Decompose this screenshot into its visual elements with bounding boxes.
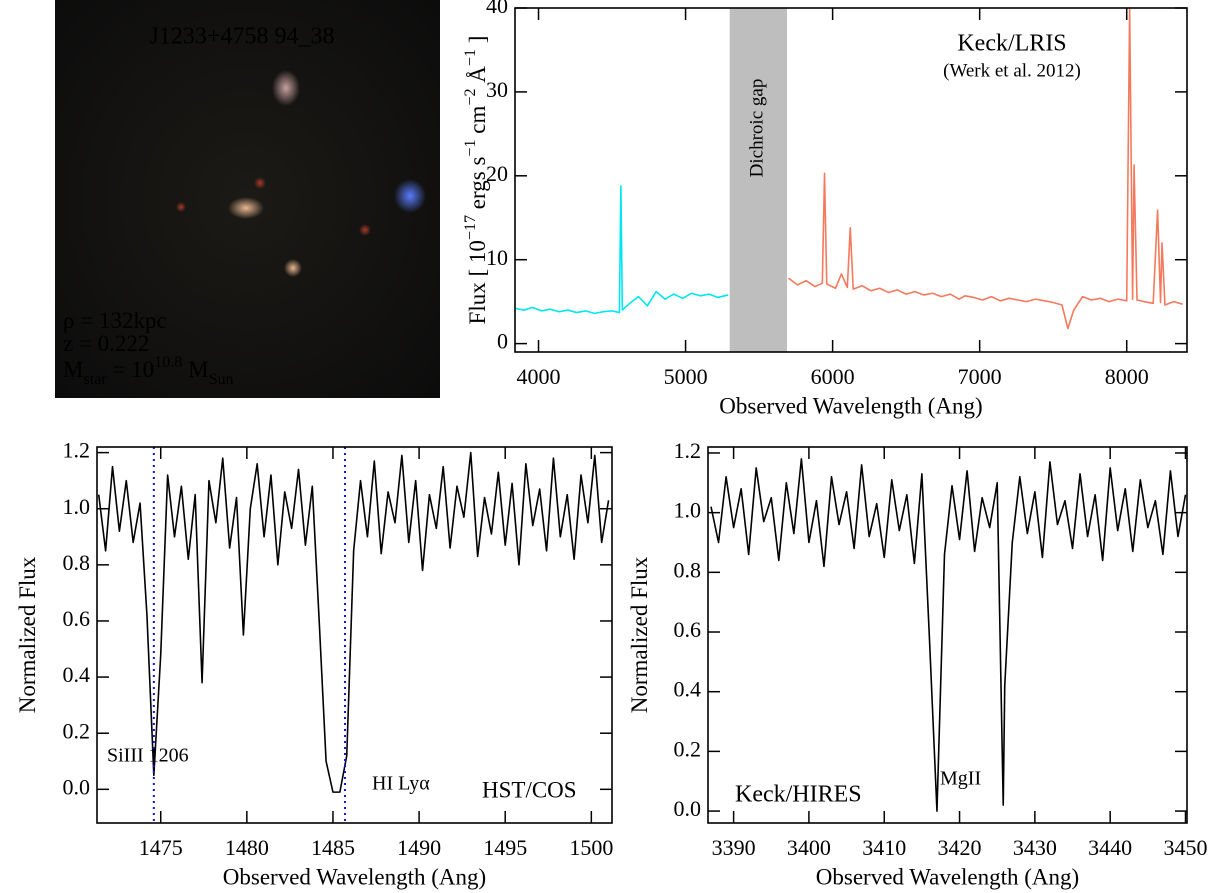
annotation: HI Lyα: [372, 773, 430, 795]
galaxy: [254, 177, 266, 189]
x-tick-label: 5000: [664, 364, 708, 389]
span-label: Dichroic gap: [747, 79, 768, 178]
x-tick-label: 4000: [517, 364, 561, 389]
x-tick-label: 1480: [225, 835, 269, 860]
x-tick-label: 6000: [811, 364, 855, 389]
x-tick-label: 7000: [958, 364, 1002, 389]
spectrum-line: [97, 451, 610, 793]
x-tick-label: 3410: [862, 835, 906, 860]
galaxy: [228, 197, 264, 219]
x-tick-label: 1475: [139, 835, 183, 860]
x-axis-label: Observed Wavelength (Ang): [223, 864, 486, 889]
y-axis-label: Normalized Flux: [627, 556, 652, 713]
axes-frame: [707, 446, 1188, 824]
x-tick-label: 3450: [1163, 835, 1207, 860]
x-tick-label: 3430: [1013, 835, 1057, 860]
text-part: M: [63, 357, 83, 382]
y-tick-label: 0.2: [63, 718, 91, 743]
text-part: 10.8: [154, 354, 182, 371]
annotation: (Werk et al. 2012): [943, 60, 1081, 81]
annotation: SiIII 1206: [107, 745, 189, 767]
y-tick-label: 0.8: [674, 557, 702, 582]
x-tick-label: 3440: [1088, 835, 1132, 860]
y-tick-label: 0.6: [63, 606, 91, 631]
y-axis-label: Normalized Flux: [15, 556, 40, 713]
text-part: Normalized Flux: [627, 556, 652, 713]
chart-panel: 3390 3400 3410 3420 3430 3440 3450 0.0 0.2 0.4 0.6…: [627, 438, 1207, 889]
image-title: J1233+4758 94_38: [150, 24, 335, 50]
galaxy: [284, 259, 302, 277]
text-part: −17: [462, 215, 479, 240]
y-tick-label: 0.0: [63, 774, 91, 799]
y-tick-label: 20: [486, 161, 508, 186]
y-tick-label: 0.4: [674, 677, 702, 702]
text-part: Flux [ 10: [465, 240, 490, 324]
x-axis-label: Observed Wavelength (Ang): [816, 864, 1079, 889]
dichroic-gap: [729, 8, 788, 352]
text-part: star: [83, 371, 107, 388]
text-part: ]: [465, 36, 490, 49]
y-tick-label: 0.6: [674, 617, 702, 642]
image-label: ρ = 132kpc: [63, 308, 167, 333]
y-tick-label: 1.2: [63, 438, 91, 463]
image-label: z = 0.222: [63, 331, 149, 356]
y-tick-label: 1.0: [63, 494, 91, 519]
text-part: −1: [462, 49, 479, 66]
text-part: M: [182, 357, 208, 382]
chart-panel: 1475 1480 1485 1490 1495 1500 0.0 0.2 0.4 0.6 0.8 1…: [15, 438, 613, 890]
spectrum-line: [515, 185, 729, 315]
y-tick-label: 1.0: [674, 498, 702, 523]
text-part: = 10: [107, 357, 154, 382]
axes-frame: [96, 446, 613, 824]
x-tick-label: 3400: [787, 835, 831, 860]
text-part: z = 0.222: [63, 331, 149, 356]
text-part: Normalized Flux: [15, 556, 40, 713]
plot-area: [515, 8, 1183, 352]
plot-area: [97, 451, 610, 793]
spectrum-line: [788, 8, 1183, 330]
spectrum-line: [710, 458, 1187, 812]
x-tick-label: 8000: [1105, 364, 1149, 389]
x-axis-label: Observed Wavelength (Ang): [719, 393, 982, 418]
x-tick-label: 1495: [483, 835, 527, 860]
x-tick-label: 3420: [938, 835, 982, 860]
text-part: −2: [462, 88, 479, 105]
y-tick-label: 0.4: [63, 662, 91, 687]
annotation: MgII: [940, 768, 981, 790]
annotation: Keck/LRIS: [957, 31, 1066, 57]
text-part: ergs s: [465, 157, 490, 215]
x-tick-label: 1485: [311, 835, 355, 860]
chart-panel: Dichroic gap 4000 5000 6000 7000 8000 0 10 20 30 4…: [462, 0, 1188, 418]
y-tick-label: 0: [497, 329, 508, 354]
y-tick-label: 0.2: [674, 736, 702, 761]
galaxy: [176, 202, 186, 212]
y-tick-label: 40: [486, 0, 508, 18]
text-part: Å: [465, 66, 490, 89]
y-tick-label: 0.8: [63, 550, 91, 575]
y-axis-label: Flux [ 10−17 ergs s−1 cm−2 Å−1 ]: [462, 36, 490, 325]
annotation: Keck/HIRES: [735, 782, 862, 808]
galaxy: [359, 224, 371, 236]
star: [394, 179, 426, 213]
axes-frame: [514, 7, 1188, 353]
y-tick-label: 30: [486, 77, 508, 102]
annotation: HST/COS: [482, 777, 577, 802]
y-tick-label: 10: [486, 245, 508, 270]
y-tick-label: 1.2: [674, 438, 702, 463]
y-tick-label: 0.0: [674, 796, 702, 821]
x-tick-label: 1490: [397, 835, 441, 860]
x-tick-label: 1500: [569, 835, 613, 860]
x-tick-label: 3390: [712, 835, 756, 860]
text-part: cm: [465, 105, 490, 139]
plot-area: [710, 458, 1187, 812]
galaxy: [272, 70, 300, 106]
text-part: ρ = 132kpc: [63, 308, 167, 333]
text-part: −1: [462, 139, 479, 156]
image-label: Mstar = 1010.8 MSun: [63, 354, 234, 388]
text-part: Sun: [209, 371, 234, 388]
